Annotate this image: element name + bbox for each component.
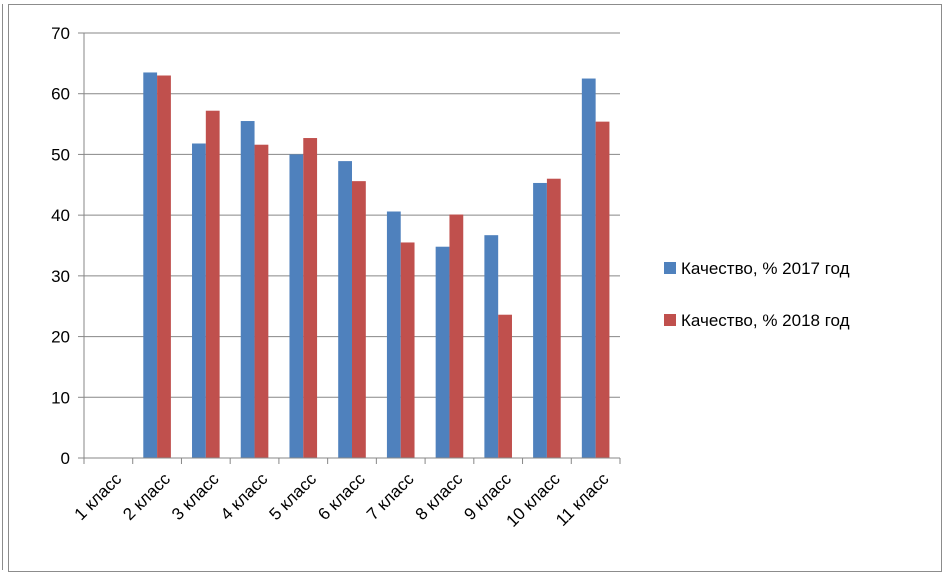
legend-label: Качество, % 2018 год (681, 311, 850, 330)
legend: Качество, % 2017 год Качество, % 2018 год (664, 259, 850, 330)
bar (303, 138, 318, 459)
x-tick-label: 4 класс (217, 469, 272, 524)
bar (289, 154, 304, 458)
legend-swatch (664, 314, 676, 326)
x-tick-label: 6 класс (314, 469, 369, 524)
y-tick-label: 0 (61, 449, 70, 468)
y-tick-label: 70 (51, 24, 70, 43)
x-tick-label: 7 класс (363, 469, 418, 524)
y-tick-label: 10 (51, 388, 70, 407)
bar (449, 214, 464, 458)
bar (533, 182, 547, 458)
bar (595, 121, 610, 459)
bar (352, 181, 366, 458)
legend-label: Качество, % 2017 год (681, 259, 850, 278)
x-tick-label: 8 класс (412, 469, 467, 524)
bar (240, 121, 255, 459)
x-tick-label: 1 класс (71, 469, 126, 524)
bar (498, 314, 512, 458)
y-tick-label: 60 (51, 85, 70, 104)
bar (435, 246, 450, 458)
frame-left-rule (2, 4, 3, 570)
bar (205, 110, 220, 458)
y-tick-label: 40 (51, 206, 70, 225)
y-axis-tick-labels: 0 10 20 30 40 50 60 70 (51, 24, 70, 468)
y-tick-label: 50 (51, 145, 70, 164)
bars (143, 72, 610, 459)
bar (143, 72, 158, 458)
y-tick-label: 30 (51, 267, 70, 286)
bar (338, 161, 352, 458)
bar (192, 143, 206, 458)
bar (546, 178, 561, 458)
x-tick-label: 10 класс (502, 469, 564, 531)
bar (400, 242, 415, 458)
bar (157, 75, 171, 458)
x-tick-label: 3 класс (168, 469, 223, 524)
bar (254, 144, 269, 458)
bar (581, 78, 596, 459)
axes (83, 33, 621, 464)
bar (484, 235, 499, 458)
x-tick-label: 11 класс (552, 469, 613, 530)
y-tick-label: 20 (51, 328, 70, 347)
x-tick-label: 5 класс (266, 469, 321, 524)
x-tick-label: 2 класс (119, 469, 174, 524)
bar (386, 211, 401, 458)
legend-swatch (664, 262, 676, 274)
